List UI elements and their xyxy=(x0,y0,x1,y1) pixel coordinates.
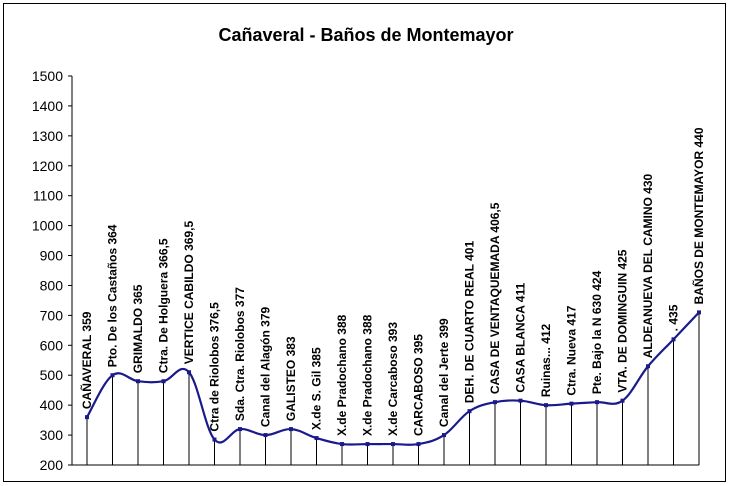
data-label: ALDEANUEVA DEL CAMINO 430 xyxy=(641,173,655,358)
data-point xyxy=(110,373,115,378)
data-point xyxy=(263,433,268,438)
data-point xyxy=(365,442,370,447)
y-tick-label: 700 xyxy=(40,307,64,323)
data-label: X.de Pradochano 388 xyxy=(335,314,349,436)
y-tick-label: 1400 xyxy=(32,98,63,114)
category-markers xyxy=(86,312,700,465)
data-label: X.de S. Gil 385 xyxy=(310,347,324,430)
data-point xyxy=(595,400,599,405)
data-point xyxy=(289,427,293,432)
data-label: GALISTEO 383 xyxy=(284,336,298,421)
y-tick-label: 1300 xyxy=(32,128,63,144)
data-point xyxy=(671,337,676,342)
y-axis: 200 300 400 500 600 700 800 900 1000 1100 1200 1300… xyxy=(32,68,699,473)
data-label: Pte. Bajo la N 630 424 xyxy=(590,270,604,394)
data-label: BAÑOS DE MONTEMAYOR 440 xyxy=(691,127,706,304)
data-point xyxy=(136,379,140,384)
data-point xyxy=(187,370,191,375)
data-point xyxy=(646,364,650,369)
data-label: DEH. DE CUARTO REAL 401 xyxy=(463,241,477,404)
data-label: Pto. De los Castaños 364 xyxy=(106,224,120,367)
chart-title: Cañaveral - Baños de Montemayor xyxy=(218,25,513,45)
data-point xyxy=(340,442,344,447)
data-label: Ctra de Riolobos 376,5 xyxy=(208,302,222,432)
data-label: Ctra. Nueva 417 xyxy=(565,305,579,395)
y-tick-label: 1500 xyxy=(32,68,63,84)
y-tick-label: 600 xyxy=(40,337,64,353)
data-point xyxy=(467,409,472,414)
data-label: CARCABOSO 395 xyxy=(412,334,426,436)
data-label: X.de Pradochano 388 xyxy=(361,314,375,436)
data-point xyxy=(569,401,574,406)
data-label: CASA BLANCA 411 xyxy=(514,283,528,393)
y-tick-label: 500 xyxy=(40,367,64,383)
elevation-series xyxy=(85,310,701,447)
elevation-chart: Cañaveral - Baños de Montemayor 200 300 40… xyxy=(32,25,706,473)
y-tick-label: 400 xyxy=(40,397,64,413)
y-tick-label: 1100 xyxy=(33,188,63,204)
data-label: . 435 xyxy=(667,304,681,331)
data-label: X.de Carcaboso 393 xyxy=(386,322,400,436)
data-point xyxy=(416,442,421,447)
data-point xyxy=(161,379,166,384)
data-point xyxy=(85,415,89,420)
data-point xyxy=(493,400,497,405)
data-point xyxy=(442,433,446,438)
data-labels: CAÑAVERAL 359 Pto. De los Castaños 364 GRI… xyxy=(79,127,706,436)
data-point xyxy=(544,403,548,408)
data-label: Canal del Jerte 399 xyxy=(437,318,451,427)
data-point xyxy=(518,398,523,403)
y-tick-label: 1000 xyxy=(32,218,63,234)
data-label: CASA DE VENTAQUEMADA 406,5 xyxy=(488,202,502,394)
data-point xyxy=(620,398,625,403)
data-point xyxy=(391,442,395,447)
data-point xyxy=(238,427,242,432)
data-point xyxy=(314,436,319,441)
y-tick-label: 1200 xyxy=(32,158,63,174)
data-label: Canal del Alagón 379 xyxy=(259,306,273,427)
data-point xyxy=(212,437,217,442)
data-label: Sda. Ctra. Riolobos 377 xyxy=(233,287,247,421)
data-point xyxy=(697,310,701,315)
y-tick-label: 800 xyxy=(40,277,64,293)
data-label: Ctra. De Holguera 366,5 xyxy=(157,238,171,373)
y-tick-label: 300 xyxy=(40,427,64,443)
data-label: VERTICE CABILDO 369,5 xyxy=(182,221,196,365)
data-label: VTA. DE DOMINGUIN 425 xyxy=(616,249,630,392)
chart-frame: Cañaveral - Baños de Montemayor 200 300 40… xyxy=(3,3,726,482)
data-label: CAÑAVERAL 359 xyxy=(79,311,94,409)
data-label: GRIMALDO 365 xyxy=(131,284,145,373)
data-label: Ruinas... 412 xyxy=(539,323,553,397)
y-tick-label: 200 xyxy=(40,457,64,473)
y-tick-label: 900 xyxy=(40,248,64,264)
